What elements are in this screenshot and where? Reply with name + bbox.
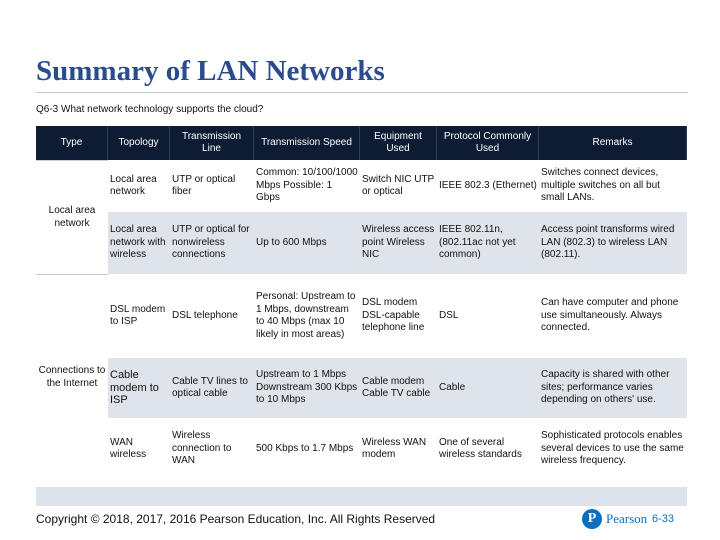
protocol-cell: One of several wireless standards	[437, 418, 539, 480]
equipment-cell: Cable modem Cable TV cable	[360, 358, 437, 418]
remarks-cell: Access point transforms wired LAN (802.3…	[539, 212, 687, 274]
pearson-logo: P Pearson	[582, 509, 647, 529]
topology-cell: DSL modem to ISP	[108, 274, 170, 358]
equipment-cell: Wireless WAN modem	[360, 418, 437, 480]
line-cell: DSL telephone	[170, 274, 254, 358]
line-cell: Wireless connection to WAN	[170, 418, 254, 480]
line-cell: Cable TV lines to optical cable	[170, 358, 254, 418]
table-row: Local area network with wireless UTP or …	[36, 212, 687, 274]
header-transmission-line: Transmission Line	[170, 126, 254, 160]
type-cell-internet: Connections to the Internet	[36, 274, 108, 480]
top-bar	[0, 0, 720, 24]
equipment-cell: Switch NIC UTP or optical	[360, 160, 437, 212]
question-text: Q6-3 What network technology supports th…	[36, 104, 264, 115]
speed-cell: Common: 10/100/1000 Mbps Possible: 1 Gbp…	[254, 160, 360, 212]
type-cell-lan: Local area network	[36, 160, 108, 274]
table-row: Local area network Local area network UT…	[36, 160, 687, 274]
topology-cell: WAN wireless	[108, 418, 170, 480]
equipment-cell: DSL modem DSL-capable telephone line	[360, 274, 437, 358]
equipment-cell: Wireless access point Wireless NIC	[360, 212, 437, 274]
line-cell: UTP or optical for nonwireless connectio…	[170, 212, 254, 274]
remarks-cell: Capacity is shared with other sites; per…	[539, 358, 687, 418]
remarks-cell: Switches connect devices, multiple switc…	[539, 160, 687, 212]
header-remarks: Remarks	[539, 126, 687, 160]
title-divider	[36, 92, 688, 93]
header-protocol: Protocol Commonly Used	[437, 126, 539, 160]
pearson-logo-icon: P	[582, 509, 602, 529]
remarks-cell: Sophisticated protocols enables several …	[539, 418, 687, 480]
protocol-cell: IEEE 802.3 (Ethernet)	[437, 160, 539, 212]
speed-cell: 500 Kbps to 1.7 Mbps	[254, 418, 360, 480]
speed-cell: Personal: Upstream to 1 Mbps, downstream…	[254, 274, 360, 358]
topology-cell: Local area network with wireless	[108, 212, 170, 274]
header-equipment-used: Equipment Used	[360, 126, 437, 160]
table-row: Cable modem to ISP Cable TV lines to opt…	[36, 358, 687, 418]
pearson-logo-text: Pearson	[606, 511, 648, 526]
header-transmission-speed: Transmission Speed	[254, 126, 360, 160]
table-row: Connections to the Internet DSL modem to…	[36, 274, 687, 480]
speed-cell: Upstream to 1 Mbps Downstream 300 Kbps t…	[254, 358, 360, 418]
header-topology: Topology	[108, 126, 170, 160]
footer-bar	[36, 487, 687, 506]
topology-cell: Local area network	[108, 160, 170, 212]
page-number: 6-33	[652, 513, 675, 525]
slide-title: Summary of LAN Networks	[36, 55, 385, 87]
protocol-cell: Cable	[437, 358, 539, 418]
protocol-cell: IEEE 802.11n, (802.11ac not yet common)	[437, 212, 539, 274]
remarks-cell: Can have computer and phone use simultan…	[539, 274, 687, 358]
line-cell: UTP or optical fiber	[170, 160, 254, 212]
copyright-text: Copyright © 2018, 2017, 2016 Pearson Edu…	[36, 512, 436, 526]
topology-cell: Cable modem to ISP	[108, 358, 170, 418]
lan-summary-table: Type Topology Transmission Line Transmis…	[36, 126, 687, 480]
protocol-cell: DSL	[437, 274, 539, 358]
table-header-row: Type Topology Transmission Line Transmis…	[36, 126, 687, 160]
speed-cell: Up to 600 Mbps	[254, 212, 360, 274]
header-type: Type	[36, 126, 108, 160]
table-row: WAN wireless Wireless connection to WAN …	[36, 418, 687, 480]
